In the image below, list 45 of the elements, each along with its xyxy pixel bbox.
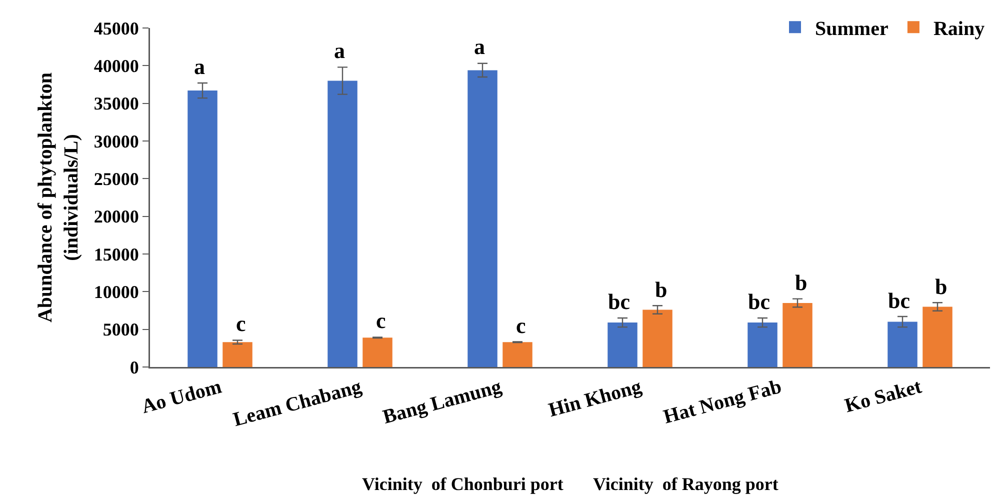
y-tick-label: 45000	[94, 18, 139, 38]
data-label: c	[236, 311, 246, 336]
bar	[502, 342, 532, 367]
x-tick-label: Ko Saket	[842, 376, 924, 418]
y-tick-label: 35000	[94, 94, 139, 114]
data-label: a	[334, 38, 345, 63]
y-tick-label: 15000	[94, 244, 139, 264]
legend-label: Summer	[815, 18, 888, 40]
bar	[608, 322, 638, 367]
bar	[328, 80, 358, 367]
x-tick-label: Leam Chabang	[230, 376, 364, 432]
data-label: b	[935, 274, 948, 299]
y-tick-label: 0	[130, 357, 139, 378]
data-label: a	[194, 54, 205, 79]
bar	[922, 306, 952, 367]
data-label: c	[516, 313, 526, 338]
data-label: b	[795, 270, 808, 295]
data-label: a	[474, 34, 485, 59]
data-label: bc	[608, 289, 630, 314]
data-label: c	[376, 308, 386, 333]
bar	[748, 322, 778, 367]
x-tick-label: Hin Khong	[546, 376, 644, 422]
x-tick-label: Bang Lamung	[380, 376, 504, 428]
bar	[188, 90, 218, 367]
y-tick-label: 5000	[102, 320, 139, 340]
data-label: b	[655, 277, 668, 302]
y-axis-title: Abundance of phytoplankton (individuals/L)	[34, 72, 83, 323]
data-label: bc	[748, 289, 770, 314]
y-tick-label: 10000	[94, 282, 139, 302]
text: Vicinity of Rayong port	[593, 474, 778, 494]
bar	[782, 302, 812, 367]
bar	[222, 342, 252, 367]
legend-label: Rainy	[933, 18, 985, 40]
bar	[362, 338, 392, 367]
y-tick-label: 30000	[94, 131, 139, 152]
bar	[888, 322, 918, 367]
text: Vicinity of Chonburi port	[362, 474, 564, 494]
bar	[468, 70, 498, 367]
y-tick-label: 25000	[94, 168, 139, 189]
y-tick-label: 40000	[94, 56, 139, 76]
x-tick-label: Hat Nong Fab	[661, 376, 784, 428]
bar	[642, 310, 672, 367]
data-label: bc	[888, 288, 910, 313]
y-tick-label: 20000	[94, 206, 139, 227]
x-tick-label: Ao Udom	[139, 376, 224, 418]
